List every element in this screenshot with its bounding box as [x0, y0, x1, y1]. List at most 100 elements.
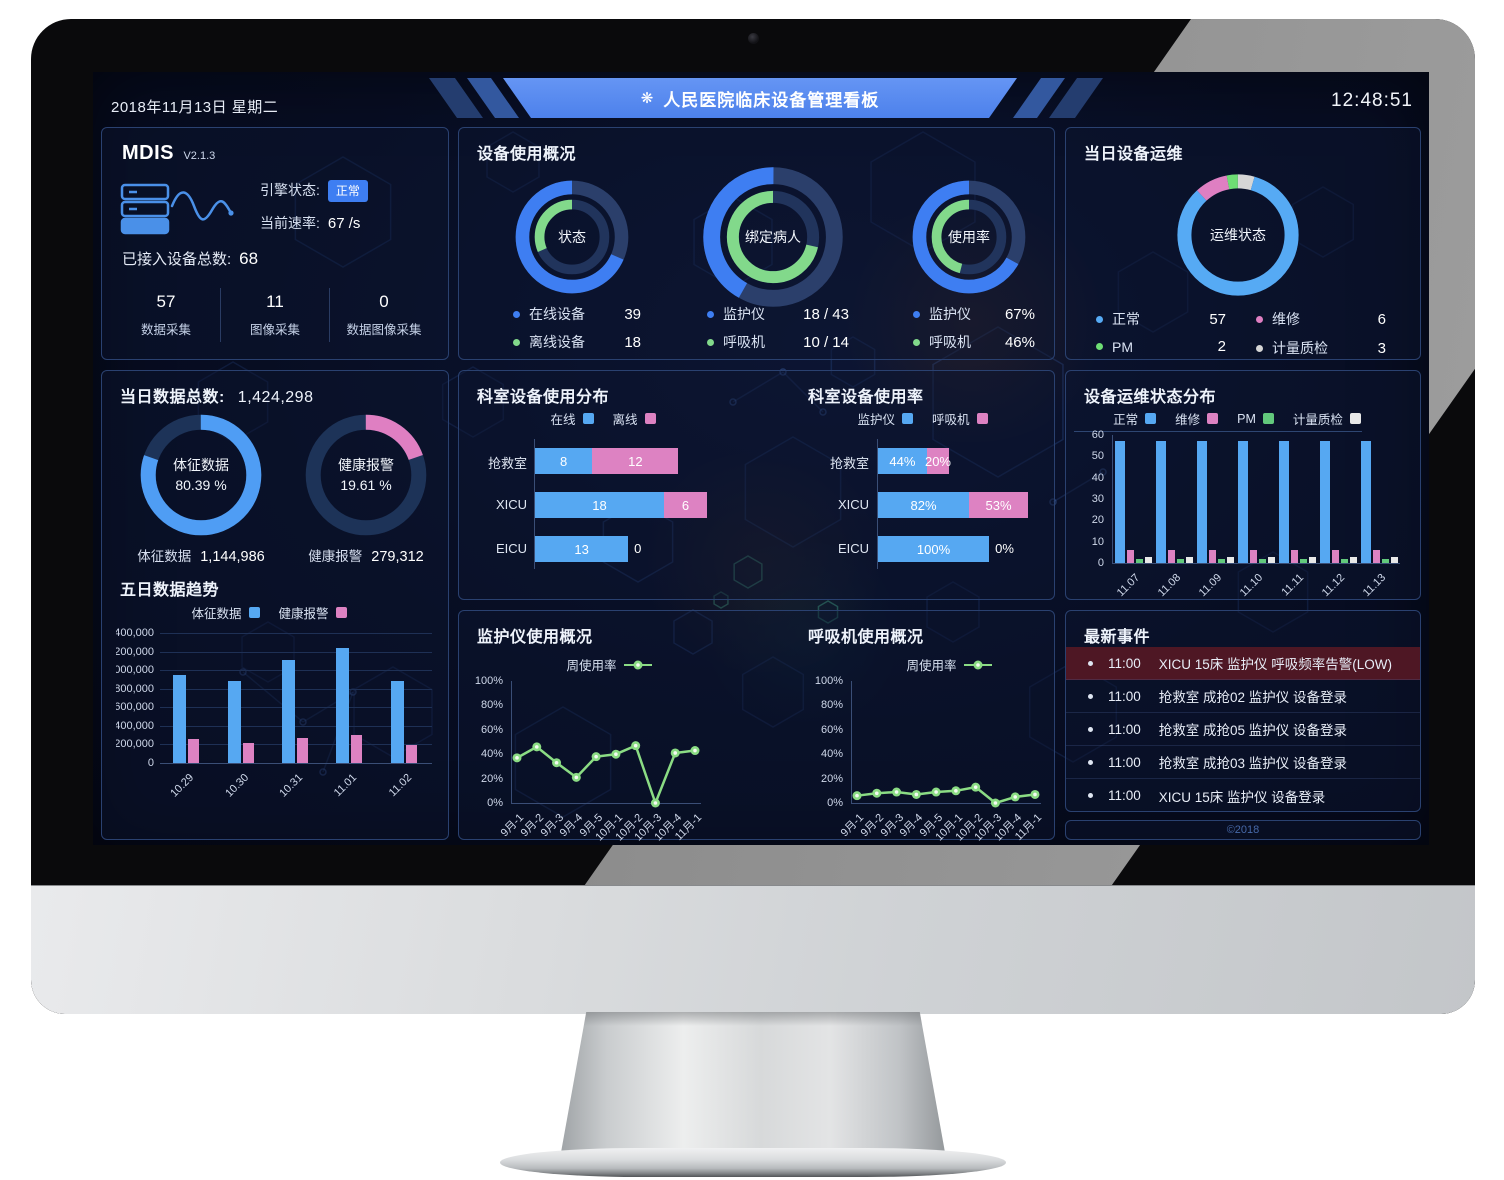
data-total-label: 当日数据总数:: [120, 389, 225, 406]
panel-title: 最新事件: [1084, 629, 1151, 646]
axis-line: [877, 439, 878, 569]
data-label: 体征数据: [137, 549, 192, 564]
legend-row: 呼吸机 10 / 14: [707, 332, 849, 352]
bar-2: [1217, 558, 1225, 563]
connected-devices-label: 已接入设备总数:: [122, 251, 232, 268]
usage-donut: 绑定病人: [700, 164, 846, 310]
bar-3: [1268, 556, 1275, 563]
bar-3: [1185, 556, 1193, 563]
usage-donut-column: 状态 在线设备 39 离线设备 18: [489, 128, 655, 361]
dashboard-screen: 2018年11月13日 星期二 ❋ 人民医院临床设备管理看板 12:48:51 …: [93, 72, 1429, 845]
usage-donut: 状态: [513, 178, 631, 296]
bar-1: [1332, 550, 1340, 563]
data-percentage-donut: 健康报警 19.61 %: [300, 409, 432, 541]
mdis-title: MDIS V2.1.3: [122, 142, 215, 165]
bar-0: [1279, 441, 1290, 563]
event-bullet-icon: [1088, 660, 1093, 666]
legend-value: 2: [1217, 338, 1226, 355]
axis-line: [1112, 435, 1113, 563]
legend-label: 监护仪: [857, 413, 895, 427]
legend-value: 57: [1209, 310, 1226, 328]
rate-row: 当前速率: 67 /s: [260, 213, 360, 233]
y-axis-label: 100%: [814, 675, 843, 687]
top-gridline: [1074, 431, 1362, 432]
stat-label: 图像采集: [249, 323, 300, 337]
legend-value: 67%: [1004, 305, 1035, 323]
engine-status-label: 引擎状态:: [260, 182, 320, 198]
panel-usage-trends: 监护仪使用概况 呼吸机使用概况 周使用率 100% 80% 60% 40% 20% 0% 9月…: [458, 610, 1055, 844]
legend-row: 呼吸机 46%: [913, 332, 1035, 352]
panel-title: 设备运维状态分布: [1084, 389, 1217, 406]
bar-segment-b: 12: [592, 448, 679, 474]
bar-alerts: [405, 744, 417, 763]
data-total-row: 当日数据总数: 1,424,298: [120, 383, 313, 407]
axis-line: [534, 439, 535, 569]
legend-label: 离线设备: [529, 334, 585, 350]
legend-swatch: [644, 413, 656, 424]
dept-distribution-chart: 在线 离线 抢救室 8 12 XICU 18 6 EICU 13 0: [459, 371, 759, 601]
legend-swatch: [582, 413, 594, 424]
legend-dot: [707, 338, 714, 346]
category-label: EICU: [837, 541, 869, 556]
data-total-value: 1,424,298: [237, 389, 314, 406]
legend-label: PM: [1237, 411, 1256, 426]
monitor-bezel: 2018年11月13日 星期二 ❋ 人民医院临床设备管理看板 12:48:51 …: [31, 19, 1475, 1014]
gridline: [160, 688, 432, 690]
bar-2: [1382, 558, 1390, 563]
legend-label: PM: [1112, 338, 1133, 355]
event-bullet-icon: [1088, 793, 1093, 798]
dept-legend: 监护仪 呼吸机: [801, 409, 1056, 428]
bar-segment-a: 18: [535, 492, 664, 518]
maintenance-status-donut: 运维状态: [1171, 168, 1305, 302]
legend-label: 离线: [612, 413, 638, 427]
event-time: 11:00: [1108, 788, 1141, 803]
data-total-row: 健康报警 279,312: [286, 545, 446, 565]
data-donuts: 体征数据 80.39 % 体征数据 1,144,986 健康报警 19.61 % 健康报警 2…: [102, 371, 448, 839]
bar-2: [1176, 558, 1184, 563]
legend-dot: [1256, 315, 1263, 323]
usage-donut-column: 使用率 监护仪 67% 呼吸机 46%: [889, 128, 1049, 361]
data-percentage-donut: 体征数据 80.39 %: [135, 409, 267, 541]
legend-label: 健康报警: [278, 607, 329, 621]
five-day-bar-chart: 1,400,000 1,200,000 1,000,000 800,000 600,00…: [116, 627, 446, 823]
event-time: 11:00: [1108, 688, 1141, 704]
legend-swatch: [1262, 413, 1274, 424]
ventilator-usage-line-chart: 周使用率 100% 80% 60% 40% 20% 0% 9月-1 9月-2 9月-3 9月-4 9月…: [799, 611, 1099, 844]
legend-label: 呼吸机: [929, 334, 971, 350]
event-bullet-icon: [1088, 759, 1093, 765]
bar-1: [1373, 550, 1381, 563]
gridline: [160, 744, 432, 746]
legend-label: 维修: [1175, 413, 1201, 427]
rate-label: 当前速率:: [260, 215, 320, 231]
bar-alerts: [351, 735, 363, 763]
legend-dot: [913, 310, 920, 318]
event-time: 11:00: [1108, 754, 1141, 770]
axis-baseline: [511, 803, 701, 804]
y-axis-label: 800,000: [116, 682, 154, 695]
legend-swatch: [1207, 413, 1219, 424]
legend-label: 呼吸机: [932, 413, 970, 427]
dept-distribution-title: 科室设备使用分布: [477, 389, 610, 406]
monitor-stand-neck: [560, 1012, 946, 1158]
bar-0: [1320, 441, 1331, 563]
legend-label: 计量质检: [1292, 413, 1343, 427]
panel-dept-usage: 科室设备使用分布 科室设备使用率 在线 离线 抢救室 8 12 XICU 18 6 EICU 13…: [458, 370, 1055, 600]
category-label: XICU: [837, 497, 869, 512]
legend-value: 18 / 43: [803, 305, 849, 323]
event-time: 11:00: [1108, 721, 1141, 737]
stat-value: 0: [379, 292, 389, 311]
bar-3: [1226, 556, 1234, 563]
legend-row: 离线设备 18: [513, 332, 641, 352]
donut-center-label: 绑定病人: [745, 228, 801, 245]
data-value: 1,144,986: [200, 549, 265, 565]
bar-3: [1350, 556, 1358, 563]
ventilator-usage-title: 呼吸机使用概况: [808, 629, 924, 646]
maintenance-legend-row: 正常 维修 PM 计量质检: [1066, 409, 1420, 428]
y-axis-label: 20%: [480, 772, 503, 785]
monitor-stand-base: [500, 1148, 1006, 1177]
panel-maintenance-distribution: 设备运维状态分布 60 50 40 30 20 10 0 11.07 11.08 11.09 11.…: [1065, 370, 1421, 600]
hexagon-network-background: [197, 131, 1355, 818]
y-axis-label: 0%: [827, 797, 843, 809]
legend-label: 体征数据: [191, 607, 242, 621]
category-label: 抢救室: [829, 456, 869, 471]
